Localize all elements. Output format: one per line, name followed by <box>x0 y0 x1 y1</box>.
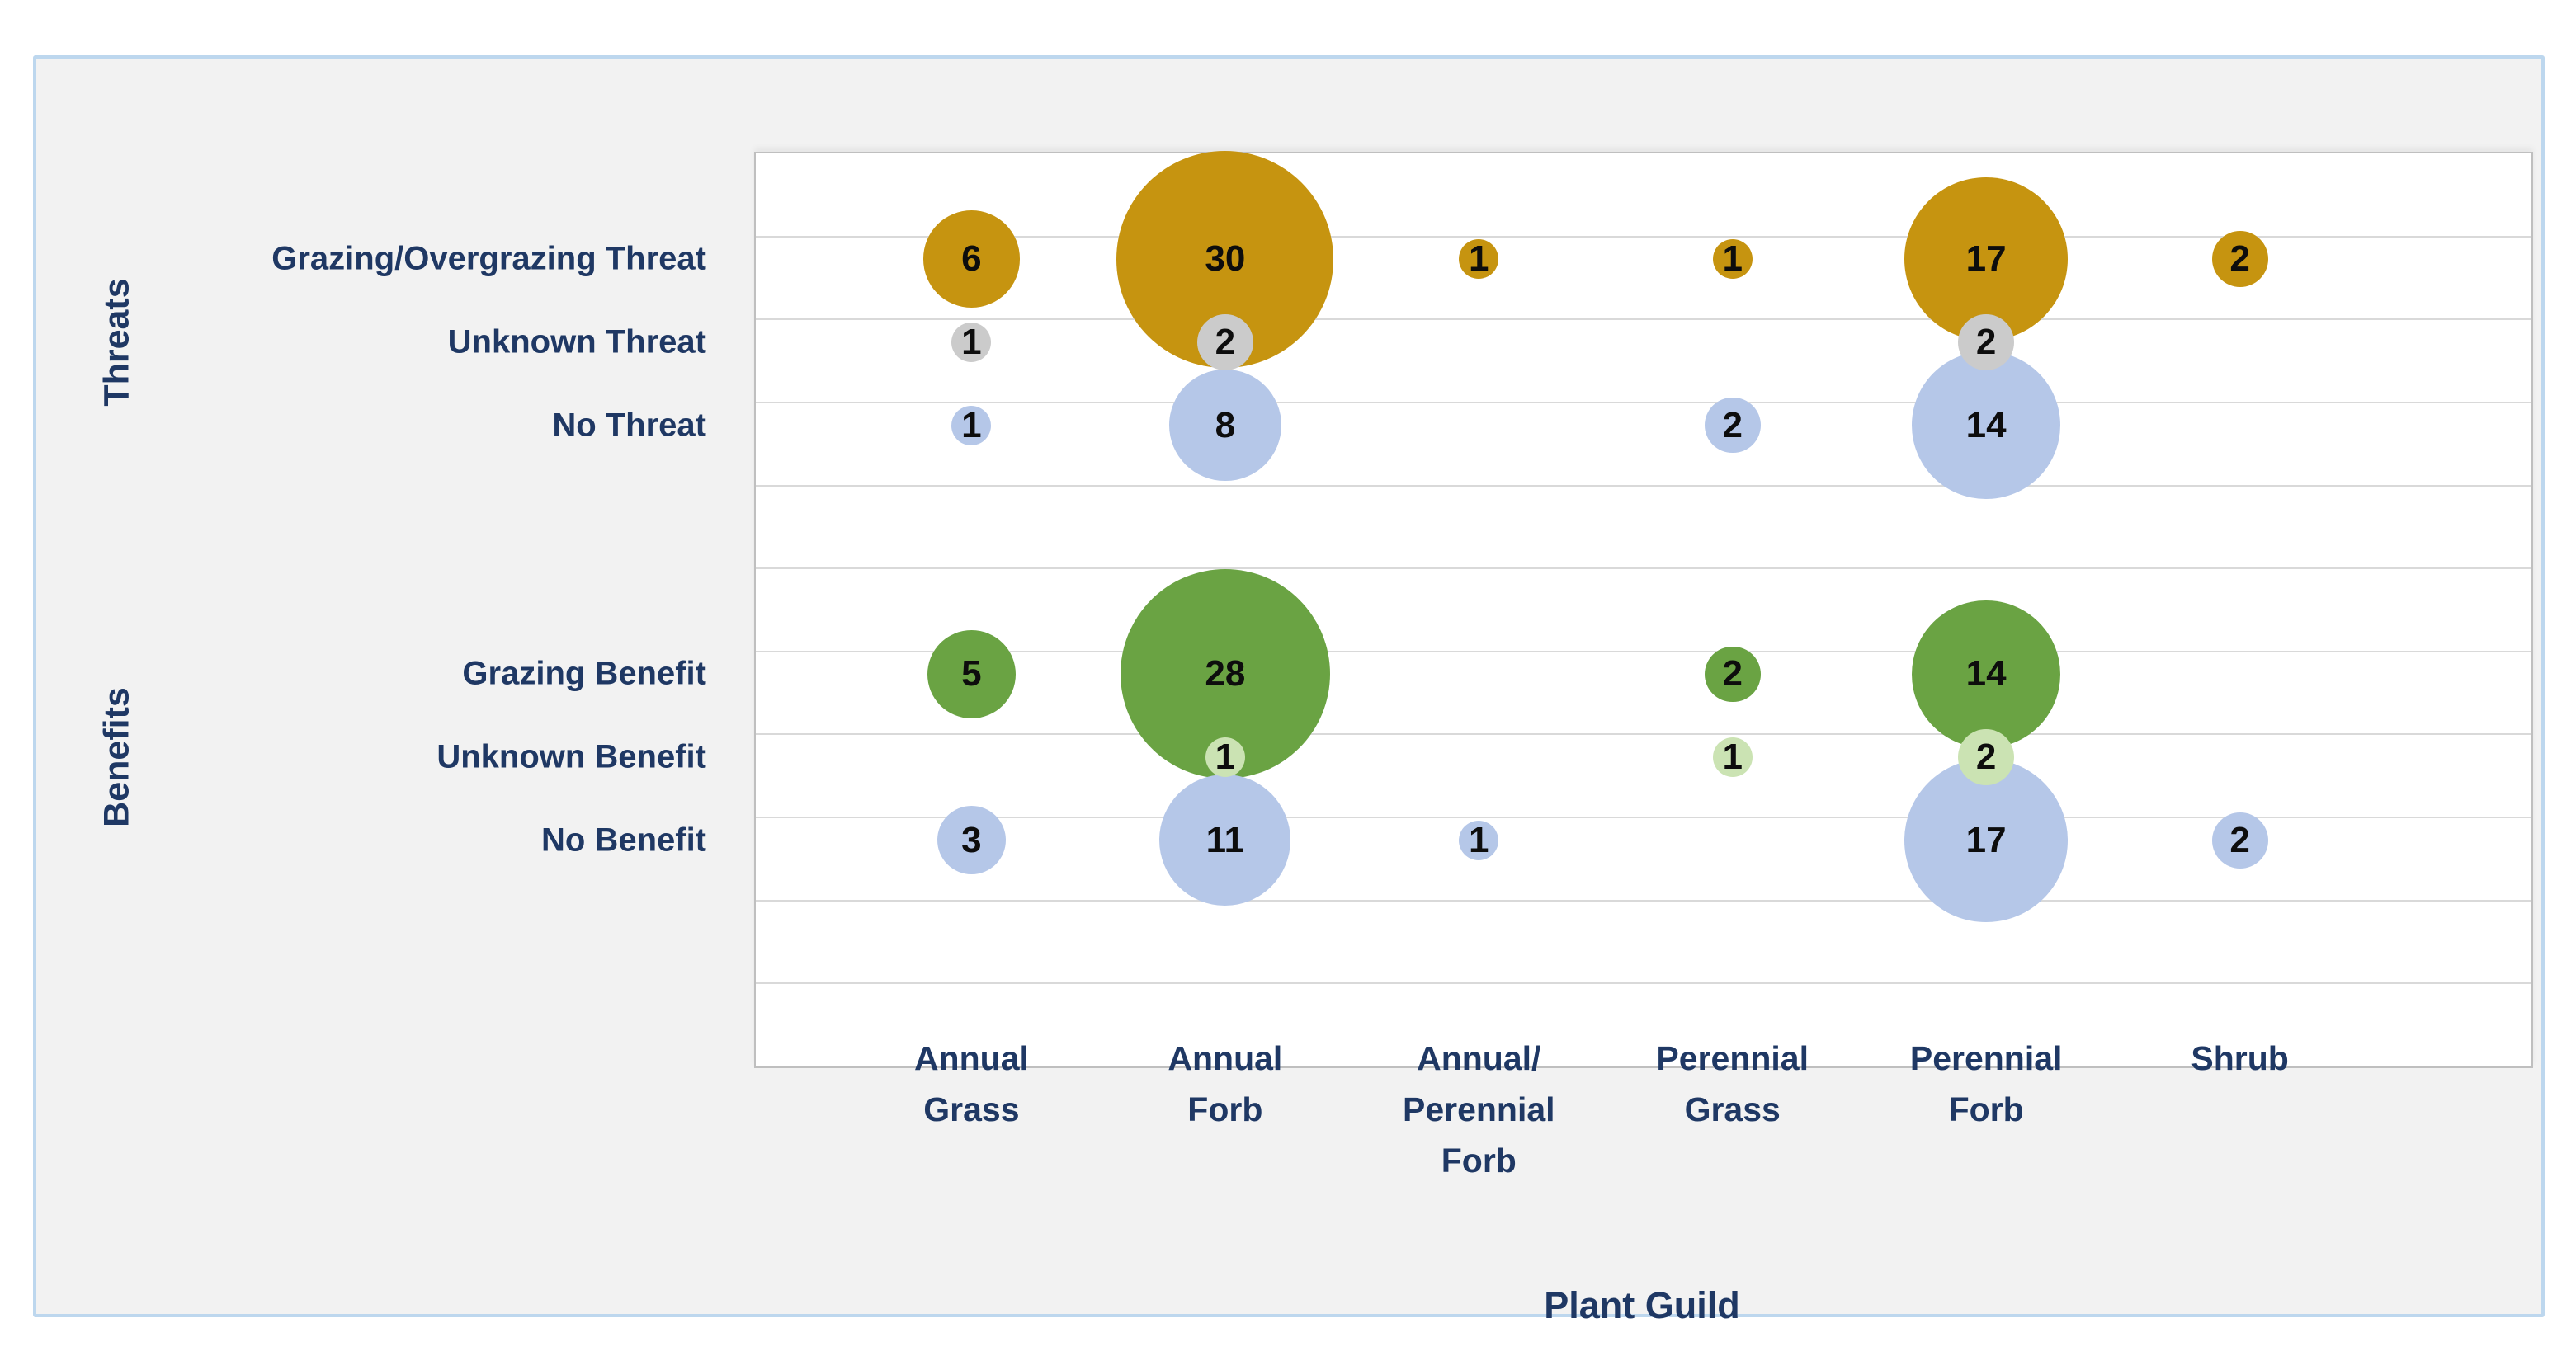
bubble-count-label: 5 <box>961 653 982 694</box>
bubble-count-label: 2 <box>1215 321 1236 362</box>
gridline <box>756 982 2531 985</box>
gridline <box>756 401 2531 403</box>
gridline <box>756 318 2531 321</box>
row-label: Grazing Benefit <box>462 655 706 692</box>
bubble <box>951 405 992 445</box>
bubble-count-label: 2 <box>1975 321 1997 362</box>
bubble <box>1459 239 1499 280</box>
bubble <box>937 806 1006 875</box>
column-label: Perennial Grass <box>1656 1039 1809 1128</box>
bubble-count-label: 2 <box>2229 238 2250 280</box>
plot-area <box>754 152 2533 1068</box>
bubble <box>1712 239 1753 280</box>
group-label-benefits: Benefits <box>97 687 137 827</box>
bubble <box>951 322 992 362</box>
gridline <box>756 817 2531 819</box>
bubble-count-label: 1 <box>1215 737 1236 778</box>
bubble-count-label: 17 <box>1965 238 2007 280</box>
bubble-count-label: 8 <box>1215 404 1236 445</box>
column-label: Annual Grass <box>913 1039 1029 1128</box>
bubble-count-label: 2 <box>1722 653 1743 694</box>
bubble-count-label: 11 <box>1205 819 1245 860</box>
bubble <box>927 629 1017 719</box>
bubble <box>1904 177 2069 341</box>
gridline <box>756 567 2531 570</box>
bubble <box>1904 758 2069 922</box>
row-label: Unknown Benefit <box>436 738 706 775</box>
bubble <box>1958 313 2015 370</box>
x-axis-title: Plant Guild <box>1544 1284 1740 1326</box>
bubble-count-label: 3 <box>961 819 982 860</box>
bubble-count-label: 1 <box>961 404 982 445</box>
bubble <box>2211 812 2268 869</box>
bubble <box>2211 231 2268 288</box>
bubble-count-label: 17 <box>1965 819 2007 860</box>
column-label: Perennial Forb <box>1909 1039 2063 1128</box>
bubble <box>1704 397 1761 454</box>
bubble <box>1958 729 2015 786</box>
row-label: Unknown Threat <box>447 323 706 360</box>
bubble-count-label: 14 <box>1965 404 2007 445</box>
bubble <box>922 210 1021 308</box>
gridline <box>756 899 2531 902</box>
bubble-count-label: 28 <box>1205 653 1246 694</box>
column-label: Shrub <box>2191 1039 2289 1077</box>
bubble-count-label: 2 <box>2229 819 2250 860</box>
bubble-count-label: 30 <box>1205 238 1246 280</box>
row-label: No Benefit <box>541 822 706 859</box>
row-label: Grazing/Overgrazing Threat <box>271 240 706 277</box>
column-label: Annual/Perennial Forb <box>1402 1039 1555 1179</box>
chart-panel: 6 30 1 1 17 2 1 2 2 1 8 2 14 5 28 2 14 1 1 2 3 11 1 17 2 Grazing… <box>33 55 2545 1326</box>
bubble-count-label: 6 <box>961 238 982 280</box>
row-label: No Threat <box>552 407 706 444</box>
group-label-threats: Threats <box>97 278 137 407</box>
bubble <box>1159 775 1291 906</box>
gridline <box>756 484 2531 487</box>
bubble-count-label: 1 <box>1469 238 1489 280</box>
bubble <box>1205 737 1245 778</box>
bubble <box>1912 600 2060 749</box>
bubble-count-label: 2 <box>1975 737 1997 778</box>
bubble-count-label: 14 <box>1965 653 2007 694</box>
bubble <box>1912 351 2060 500</box>
bubble <box>1168 369 1281 482</box>
bubble <box>1196 313 1253 370</box>
column-label: Annual Forb <box>1168 1039 1283 1128</box>
gridline <box>756 235 2531 238</box>
bubble-count-label: 1 <box>1722 737 1743 778</box>
bubble-count-label: 2 <box>1722 404 1743 445</box>
bubble-count-label: 1 <box>1722 238 1743 280</box>
bubble <box>1704 646 1761 703</box>
bubble <box>1712 737 1753 778</box>
gridline <box>756 650 2531 652</box>
bubble-count-label: 1 <box>1469 819 1489 860</box>
bubble <box>1459 820 1499 860</box>
bubble-count-label: 1 <box>961 321 982 362</box>
gridline <box>756 733 2531 736</box>
